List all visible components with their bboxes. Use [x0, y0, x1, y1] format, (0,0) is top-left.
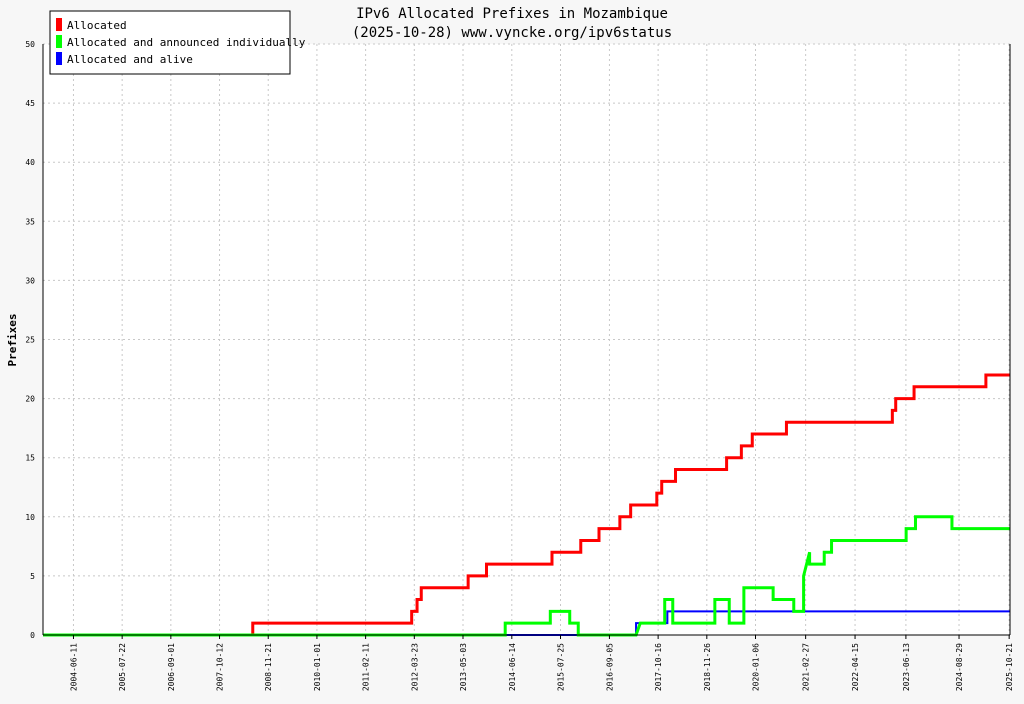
x-tick-label: 2018-11-26	[703, 643, 712, 691]
x-tick-label: 2015-07-25	[557, 643, 566, 691]
chart-subtitle: (2025-10-28) www.vyncke.org/ipv6status	[352, 25, 672, 41]
y-tick-label: 40	[25, 158, 35, 167]
legend-label-allocated: Allocated	[67, 19, 127, 32]
y-tick-label: 10	[25, 513, 35, 522]
x-tick-label: 2006-09-01	[167, 643, 176, 691]
x-tick-labels: 2004-06-11 2005-07-22 2006-09-01 2007-10-12…	[69, 643, 1014, 691]
y-tick-label: 5	[30, 572, 35, 581]
x-tick-label: 2016-09-05	[605, 643, 614, 691]
legend-swatch-alive	[56, 52, 62, 65]
legend-box	[49, 10, 291, 75]
legend-swatch-announced	[56, 35, 62, 48]
x-tick-label: 2010-01-01	[313, 643, 322, 691]
grid-lines	[43, 43, 1010, 635]
x-tick-label: 2023-06-13	[902, 643, 911, 691]
x-tick-label: 2005-07-22	[118, 643, 127, 691]
y-tick-label: 30	[25, 276, 35, 285]
series-line-announced	[43, 515, 1010, 637]
y-tick-label: 50	[25, 40, 35, 49]
x-tick-label: 2017-10-16	[654, 643, 663, 691]
y-tick-label: 15	[25, 454, 35, 463]
legend: Allocated Allocated and announced indivi…	[49, 10, 306, 75]
axes	[42, 44, 1011, 639]
x-tick-label: 2004-06-11	[69, 643, 78, 691]
legend-swatch-allocated	[56, 18, 62, 31]
y-tick-label: 25	[25, 336, 35, 345]
y-axis-label: Prefixes	[6, 314, 19, 367]
y-tick-label: 20	[25, 395, 35, 404]
x-tick-label: 2024-08-29	[955, 643, 964, 691]
y-tick-labels: 0 5 10 15 20 25 30 35 40 45 50	[25, 40, 35, 640]
x-tick-label: 2014-06-14	[508, 643, 517, 691]
x-tick-label: 2011-02-11	[362, 643, 371, 691]
x-tick-label: 2012-03-23	[410, 643, 419, 691]
x-tick-label: 2007-10-12	[216, 643, 225, 691]
y-tick-label: 45	[25, 99, 35, 108]
x-tick-label: 2008-11-21	[264, 643, 273, 691]
x-tick-label: 2021-02-27	[802, 643, 811, 691]
legend-label-announced: Allocated and announced individually	[67, 36, 306, 49]
x-tick-label: 2013-05-03	[459, 643, 468, 691]
legend-label-alive: Allocated and alive	[67, 53, 193, 66]
y-tick-label: 35	[25, 217, 35, 226]
x-tick-label: 2020-01-06	[752, 643, 761, 691]
x-tick-label: 2025-10-21	[1005, 643, 1014, 691]
y-tick-label: 0	[30, 631, 35, 640]
x-tick-label: 2022-04-15	[851, 643, 860, 691]
series-line-allocated	[43, 373, 1010, 637]
chart-title: IPv6 Allocated Prefixes in Mozambique	[356, 6, 668, 22]
